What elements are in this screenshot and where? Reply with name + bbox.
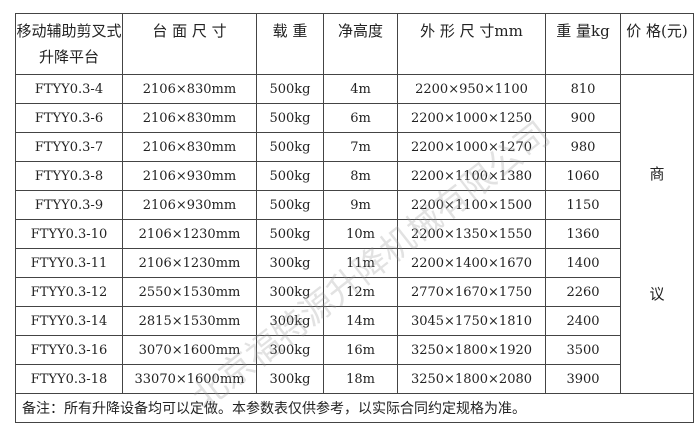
table-row: FTYY0.3-7 2106×830mm 500kg 7m 2200×1000×1270… bbox=[15, 132, 694, 162]
table-cell: 2550×1530mm bbox=[122, 277, 257, 307]
table-cell: 6m bbox=[323, 103, 398, 133]
table-cell: 8m bbox=[323, 161, 398, 191]
table-cell: 980 bbox=[545, 132, 621, 162]
table-cell: 810 bbox=[545, 74, 621, 104]
table-cell: 2400 bbox=[545, 306, 621, 336]
table-cell: FTYY0.3-11 bbox=[15, 248, 123, 278]
table-row: FTYY0.3-4 2106×830mm 500kg 4m 2200×950×1100 8… bbox=[15, 74, 694, 394]
table-cell: 500kg bbox=[256, 161, 324, 191]
table-cell: FTYY0.3-9 bbox=[15, 190, 123, 220]
table-cell: 2200×1000×1270 bbox=[397, 132, 546, 162]
table-cell: 2106×930mm bbox=[122, 190, 257, 220]
table-cell: 2200×1350×1550 bbox=[397, 219, 546, 249]
table-cell: FTYY0.3-4 bbox=[15, 74, 123, 104]
table-cell: 300kg bbox=[256, 364, 324, 394]
table-cell: 3250×1800×1920 bbox=[397, 335, 546, 365]
table-cell: 16m bbox=[323, 335, 398, 365]
column-header: 载 重 bbox=[256, 13, 324, 75]
table-cell: 2200×1400×1670 bbox=[397, 248, 546, 278]
table-row: FTYY0.3-12 2550×1530mm 300kg 12m 2770×1670×1… bbox=[15, 277, 694, 307]
table-row: FTYY0.3-11 2106×1230mm 300kg 11m 2200×1400×1… bbox=[15, 248, 694, 278]
table-cell: FTYY0.3-6 bbox=[15, 103, 123, 133]
table-cell: FTYY0.3-12 bbox=[15, 277, 123, 307]
table-cell: 3070×1600mm bbox=[122, 335, 257, 365]
price-text: 商议 bbox=[649, 165, 665, 303]
table-cell: 2815×1530mm bbox=[122, 306, 257, 336]
table-cell: 300kg bbox=[256, 248, 324, 278]
table-cell: FTYY0.3-8 bbox=[15, 161, 123, 191]
table-cell: FTYY0.3-18 bbox=[15, 364, 123, 394]
table-cell: 900 bbox=[545, 103, 621, 133]
table-cell: 2106×830mm bbox=[122, 132, 257, 162]
table-cell: 2200×950×1100 bbox=[397, 74, 546, 104]
table-row: FTYY0.3-9 2106×930mm 500kg 9m 2200×1100×1500… bbox=[15, 190, 694, 220]
table-cell: 500kg bbox=[256, 103, 324, 133]
table-cell: 4m bbox=[323, 74, 398, 104]
table-cell: FTYY0.3-10 bbox=[15, 219, 123, 249]
table-cell: 3045×1750×1810 bbox=[397, 306, 546, 336]
table-cell: 500kg bbox=[256, 74, 324, 104]
table-cell: 1400 bbox=[545, 248, 621, 278]
table-cell: FTYY0.3-14 bbox=[15, 306, 123, 336]
table-cell: 2106×1230mm bbox=[122, 219, 257, 249]
table-cell: 2200×1000×1250 bbox=[397, 103, 546, 133]
table-cell: 2200×1100×1500 bbox=[397, 190, 546, 220]
table-cell: 7m bbox=[323, 132, 398, 162]
table-cell: 300kg bbox=[256, 335, 324, 365]
table-cell: 2770×1670×1750 bbox=[397, 277, 546, 307]
column-header: 台 面 尺 寸 bbox=[122, 13, 257, 75]
table-row: FTYY0.3-14 2815×1530mm 300kg 14m 3045×1750×1… bbox=[15, 306, 694, 336]
table-cell: 1060 bbox=[545, 161, 621, 191]
table-cell: 500kg bbox=[256, 132, 324, 162]
table-cell: 3900 bbox=[545, 364, 621, 394]
table-row: FTYY0.3-16 3070×1600mm 300kg 16m 3250×1800×1… bbox=[15, 335, 694, 365]
table-cell: 1150 bbox=[545, 190, 621, 220]
table-cell: 2106×930mm bbox=[122, 161, 257, 191]
table-cell: 3500 bbox=[545, 335, 621, 365]
table-cell: 2106×830mm bbox=[122, 74, 257, 104]
table-cell: 2200×1100×1380 bbox=[397, 161, 546, 191]
table-cell: 2106×1230mm bbox=[122, 248, 257, 278]
table-cell: 1360 bbox=[545, 219, 621, 249]
note: 备注：所有升降设备均可以定做。本参数表仅供参考，以实际合同约定规格为准。 bbox=[15, 393, 694, 423]
spec-table: 移动辅助剪叉式升降平台台 面 尺 寸载 重净高度外 形 尺 寸mm 重 量kg 价 … bbox=[15, 13, 694, 423]
table-cell: 500kg bbox=[256, 219, 324, 249]
table-cell: 14m bbox=[323, 306, 398, 336]
column-header: 重 量kg bbox=[545, 13, 621, 75]
price-cell: 商议 bbox=[620, 74, 694, 394]
table-row: FTYY0.3-18 33070×1600mm 300kg 18m 3250×1800×… bbox=[15, 364, 694, 394]
table-row: FTYY0.3-8 2106×930mm 500kg 8m 2200×1100×1380… bbox=[15, 161, 694, 191]
table-cell: 10m bbox=[323, 219, 398, 249]
table-cell: 3250×1800×2080 bbox=[397, 364, 546, 394]
column-header: 外 形 尺 寸mm bbox=[397, 13, 546, 75]
table-cell: 11m bbox=[323, 248, 398, 278]
table-row: FTYY0.3-6 2106×830mm 500kg 6m 2200×1000×1250… bbox=[15, 103, 694, 133]
table-row: FTYY0.3-10 2106×1230mm 500kg 10m 2200×1350×1… bbox=[15, 219, 694, 249]
table-cell: FTYY0.3-16 bbox=[15, 335, 123, 365]
table-cell: 33070×1600mm bbox=[122, 364, 257, 394]
table-cell: 500kg bbox=[256, 190, 324, 220]
column-header: 价 格(元) bbox=[620, 13, 694, 75]
table-cell: 2106×830mm bbox=[122, 103, 257, 133]
table-cell: 18m bbox=[323, 364, 398, 394]
table-cell: 12m bbox=[323, 277, 398, 307]
table-cell: 2260 bbox=[545, 277, 621, 307]
table-cell: 300kg bbox=[256, 277, 324, 307]
table-cell: FTYY0.3-7 bbox=[15, 132, 123, 162]
table-cell: 9m bbox=[323, 190, 398, 220]
column-header: 净高度 bbox=[323, 13, 398, 75]
table-cell: 300kg bbox=[256, 306, 324, 336]
column-header: 移动辅助剪叉式升降平台 bbox=[15, 13, 123, 75]
